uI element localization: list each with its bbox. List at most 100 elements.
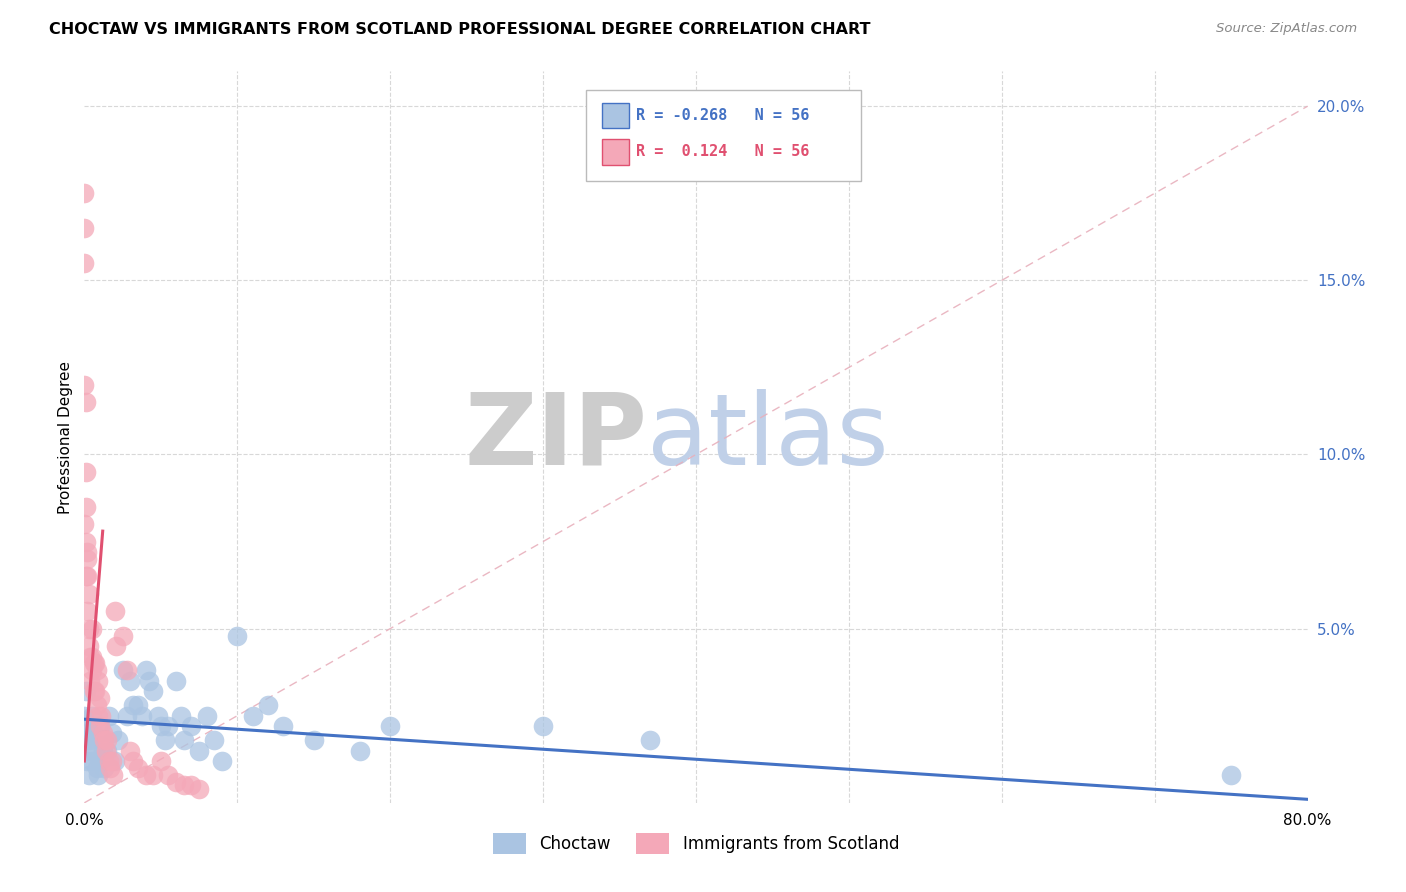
Bar — [602, 139, 628, 165]
Point — [195, 708, 218, 723]
Point — [242, 708, 264, 723]
Point — [83, 657, 105, 671]
Point — [105, 639, 128, 653]
Point — [86, 664, 108, 678]
Point — [76, 552, 98, 566]
Text: Source: ZipAtlas.com: Source: ZipAtlas.com — [1216, 22, 1357, 36]
Point — [188, 781, 211, 796]
Point — [302, 733, 325, 747]
Point — [98, 761, 121, 775]
Point — [84, 657, 107, 671]
Point — [142, 684, 165, 698]
Point — [75, 726, 97, 740]
Point — [188, 743, 211, 757]
Point — [93, 733, 115, 747]
Point — [91, 726, 114, 740]
Point — [76, 569, 98, 583]
Point — [91, 743, 114, 757]
Point — [135, 664, 157, 678]
Point — [157, 768, 180, 782]
Point — [83, 726, 105, 740]
Point — [111, 629, 134, 643]
Point — [131, 708, 153, 723]
Point — [77, 733, 100, 747]
Point — [155, 733, 177, 747]
Point — [149, 719, 172, 733]
Point — [87, 768, 110, 782]
Point — [1220, 768, 1243, 782]
Point — [115, 664, 138, 678]
Text: R =  0.124   N = 56: R = 0.124 N = 56 — [636, 145, 810, 160]
Point — [73, 221, 96, 235]
Point — [76, 719, 98, 733]
Point — [349, 743, 371, 757]
Point — [146, 708, 169, 723]
Point — [73, 733, 96, 747]
Point — [77, 768, 100, 782]
Point — [97, 754, 120, 768]
Point — [75, 534, 97, 549]
Point — [73, 377, 96, 392]
Bar — [602, 103, 628, 128]
Point — [97, 708, 120, 723]
Point — [80, 664, 103, 678]
Point — [79, 673, 101, 688]
Point — [80, 754, 103, 768]
Point — [89, 754, 111, 768]
Point — [271, 719, 294, 733]
Point — [638, 733, 661, 747]
Point — [73, 517, 96, 532]
Point — [84, 684, 107, 698]
Legend: Choctaw, Immigrants from Scotland: Choctaw, Immigrants from Scotland — [486, 827, 905, 860]
Point — [115, 708, 138, 723]
Point — [93, 761, 115, 775]
Point — [77, 587, 100, 601]
Point — [165, 673, 187, 688]
Point — [73, 708, 96, 723]
Point — [83, 684, 105, 698]
Point — [90, 733, 112, 747]
Point — [75, 684, 97, 698]
Point — [73, 256, 96, 270]
Point — [122, 754, 145, 768]
Point — [531, 719, 554, 733]
Point — [76, 545, 98, 559]
Text: ZIP: ZIP — [464, 389, 647, 485]
Point — [75, 500, 97, 514]
Point — [107, 733, 129, 747]
Point — [165, 775, 187, 789]
Point — [76, 604, 98, 618]
Point — [87, 708, 110, 723]
Point — [173, 778, 195, 792]
Text: atlas: atlas — [647, 389, 889, 485]
Point — [149, 754, 172, 768]
Point — [103, 768, 125, 782]
Point — [89, 719, 111, 733]
Point — [211, 754, 233, 768]
Point — [257, 698, 280, 713]
Point — [77, 639, 100, 653]
Point — [75, 569, 97, 583]
Text: R = -0.268   N = 56: R = -0.268 N = 56 — [636, 108, 810, 123]
Point — [180, 719, 202, 733]
Point — [80, 649, 103, 664]
Point — [75, 465, 97, 479]
Y-axis label: Professional Degree: Professional Degree — [58, 360, 73, 514]
Point — [75, 395, 97, 409]
Point — [111, 664, 134, 678]
Point — [138, 673, 160, 688]
Point — [157, 719, 180, 733]
Point — [96, 733, 118, 747]
Point — [122, 698, 145, 713]
Point — [142, 768, 165, 782]
Point — [96, 743, 118, 757]
Point — [120, 743, 142, 757]
Point — [127, 698, 149, 713]
Point — [226, 629, 249, 643]
Point — [170, 708, 193, 723]
Point — [89, 691, 111, 706]
Point — [80, 708, 103, 723]
Text: CHOCTAW VS IMMIGRANTS FROM SCOTLAND PROFESSIONAL DEGREE CORRELATION CHART: CHOCTAW VS IMMIGRANTS FROM SCOTLAND PROF… — [49, 22, 870, 37]
Point — [86, 698, 108, 713]
Point — [180, 778, 202, 792]
